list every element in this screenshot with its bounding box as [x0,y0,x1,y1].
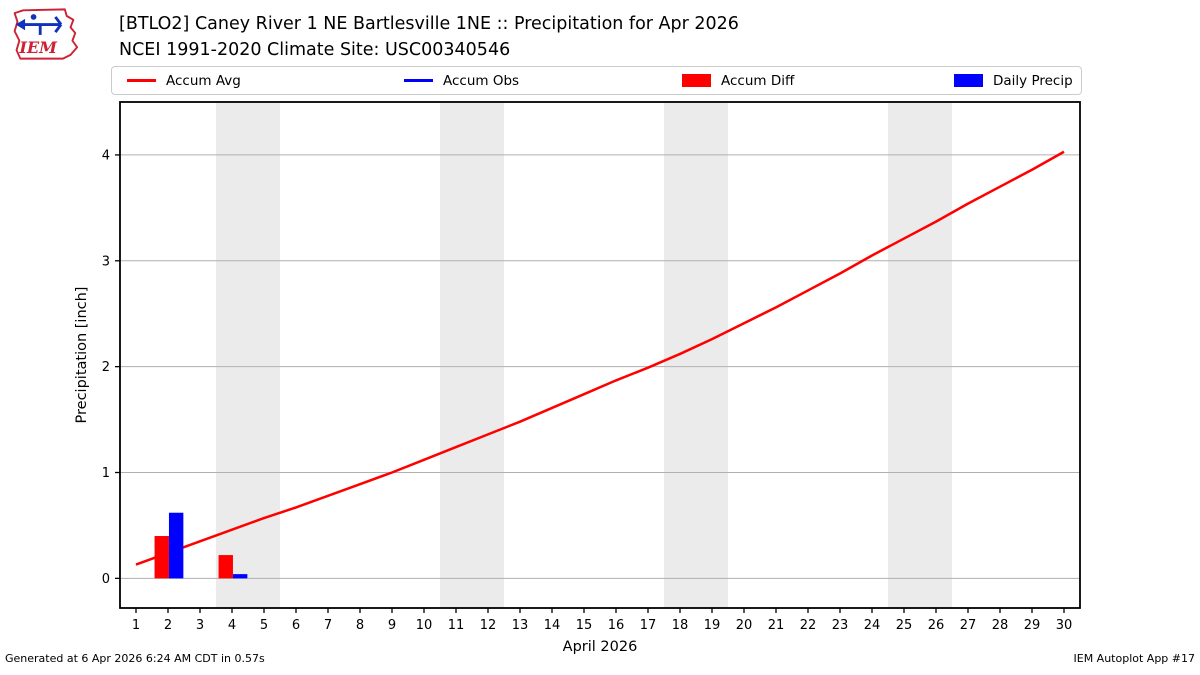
page-title: [BTLO2] Caney River 1 NE Bartlesville 1N… [119,14,739,34]
x-tick-label: 1 [132,618,140,633]
daily-precip-bar [168,512,184,579]
x-tick-label: 30 [1056,618,1073,633]
app-credit-text: IEM Autoplot App #17 [1073,652,1196,665]
x-tick-label: 5 [260,618,268,633]
y-tick-label: 1 [102,466,110,481]
x-tick-label: 21 [768,618,785,633]
x-tick-label: 22 [800,618,817,633]
x-tick-label: 18 [672,618,689,633]
plot-frame [119,101,1081,609]
x-tick-label: 3 [196,618,204,633]
generated-at-text: Generated at 6 Apr 2026 6:24 AM CDT in 0… [5,652,265,665]
x-tick-label: 24 [864,618,881,633]
x-tick-label: 14 [544,618,561,633]
y-tick-label: 4 [102,148,110,163]
y-tick-label: 2 [102,360,110,375]
x-tick-label: 15 [576,618,593,633]
x-tick-label: 25 [896,618,913,633]
x-tick-label: 20 [736,618,753,633]
iowa-outline-icon [13,8,79,60]
legend-label: Accum Obs [443,72,520,89]
x-axis-label: April 2026 [563,639,638,655]
accum-diff-box-swatch-icon [682,74,711,87]
legend-item-accum-diff: Accum Diff [682,67,794,94]
accum-diff-bar [218,555,233,579]
x-tick-label: 23 [832,618,849,633]
x-tick-label: 4 [228,618,236,633]
logo-text: IEM [18,38,58,57]
accum-avg-line-swatch-icon [127,79,156,82]
legend-label: Daily Precip [993,72,1073,89]
weekend-band [664,102,728,608]
y-axis-label: Precipitation [inch] [74,287,90,424]
x-tick-label: 6 [292,618,300,633]
x-tick-label: 27 [960,618,977,633]
legend-item-accum-obs: Accum Obs [404,67,519,94]
x-tick-label: 9 [388,618,396,633]
page-subtitle: NCEI 1991-2020 Climate Site: USC00340546 [119,40,511,60]
legend-item-daily-precip: Daily Precip [954,67,1073,94]
x-tick-label: 17 [640,618,657,633]
chart-legend: Accum Avg Accum Obs Accum Diff Daily Pre… [111,66,1082,95]
x-tick-label: 26 [928,618,945,633]
legend-item-accum-avg: Accum Avg [127,67,241,94]
accum-obs-line-swatch-icon [404,79,433,82]
x-tick-label: 2 [164,618,172,633]
legend-label: Accum Avg [166,72,241,89]
x-tick-label: 28 [992,618,1009,633]
accum-avg-line [135,150,1065,566]
x-tick-label: 19 [704,618,721,633]
x-tick-label: 7 [324,618,332,633]
y-tick-label: 0 [102,572,110,587]
daily-precip-box-swatch-icon [954,74,983,87]
accum-diff-bar [154,536,169,579]
y-tick-label: 3 [102,254,110,269]
daily-precip-bar [232,574,248,579]
x-tick-label: 29 [1024,618,1041,633]
weekend-band [440,102,504,608]
x-tick-label: 10 [416,618,433,633]
legend-label: Accum Diff [721,72,795,89]
iem-logo: IEM [13,8,79,60]
x-tick-label: 16 [608,618,625,633]
x-tick-label: 13 [512,618,529,633]
chart-titles: [BTLO2] Caney River 1 NE Bartlesville 1N… [119,11,739,63]
weather-vane-icon [15,14,63,35]
x-tick-label: 12 [480,618,497,633]
weekend-band [888,102,952,608]
x-tick-label: 11 [448,618,465,633]
x-tick-label: 8 [356,618,364,633]
